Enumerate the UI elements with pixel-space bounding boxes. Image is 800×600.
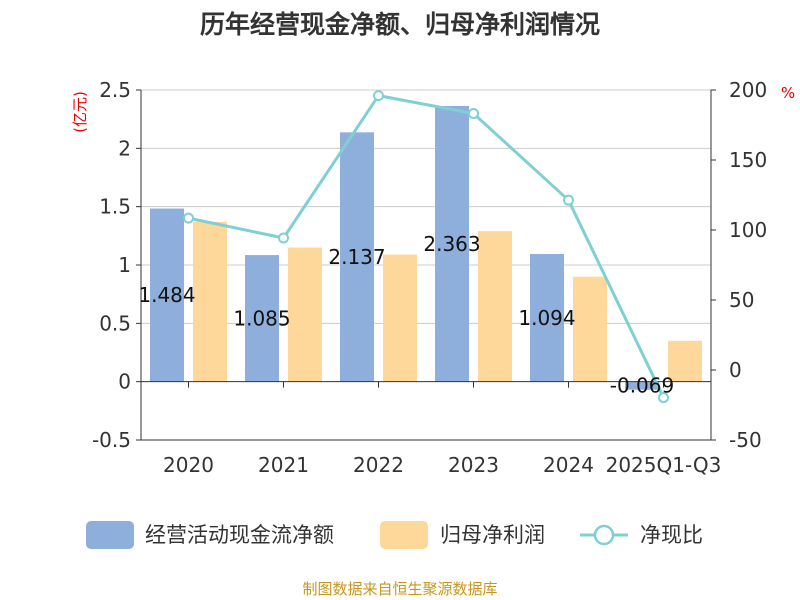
ratio-point [373, 90, 384, 102]
left-axis-tick-label: 1.5 [99, 195, 131, 219]
left-axis-tick-label: -0.5 [92, 428, 131, 452]
source-note: 制图数据来自恒生聚源数据库 [302, 580, 497, 598]
left-axis-tick-label: 1 [118, 253, 131, 277]
right-axis-unit: % [781, 84, 795, 102]
left-axis-tick-label: 0.5 [99, 311, 131, 335]
right-axis-tick-label: 100 [729, 218, 767, 242]
x-axis-tick-label: 2025Q1-Q3 [606, 453, 722, 477]
left-axis-tick-label: 2 [118, 136, 131, 160]
ratio-point [183, 212, 194, 224]
legend-label-ratio: 净现比 [640, 523, 703, 547]
left-axis-tick-label: 2.5 [99, 78, 131, 102]
cashflow-data-label: 1.094 [518, 306, 575, 330]
legend-label-cashflow: 经营活动现金流净额 [145, 523, 334, 547]
right-axis-tick-label: 200 [729, 78, 767, 102]
cashflow-data-label: 1.085 [233, 306, 290, 330]
ratio-point [658, 392, 669, 404]
right-axis-tick-label: 50 [729, 288, 754, 312]
gridlines [141, 89, 711, 324]
ratio-line-path [188, 94, 665, 399]
cashflow-bar [625, 381, 659, 390]
left-axis-tick-label: 0 [118, 370, 131, 394]
x-axis-tick-label: 2023 [448, 453, 499, 477]
right-axis-tick-label: -50 [729, 428, 762, 452]
profit-bar [193, 221, 227, 382]
cashflow-bar [530, 254, 564, 382]
x-axis-tick-label: 2024 [543, 453, 594, 477]
profit-bar [573, 276, 607, 382]
cashflow-bar [435, 105, 469, 382]
legend-swatch-ratio-marker [593, 524, 615, 546]
profit-bar [288, 247, 322, 382]
bars [150, 105, 702, 390]
left-axis-unit: (亿元) [71, 91, 89, 133]
legend-swatch-profit [380, 521, 428, 549]
axes: 2.5 2 1.5 1 0.5 0 -0.5 200 150 100 50 0 -50 2020 2021 2… [92, 78, 767, 477]
ratio-point [468, 108, 479, 120]
profit-bar [383, 254, 417, 382]
legend-swatch-cashflow [86, 521, 134, 549]
cashflow-data-label: 2.363 [423, 232, 480, 256]
right-axis-tick-label: 0 [729, 358, 742, 382]
data-labels: 1.484 1.085 2.137 2.363 1.094 -0.069 [138, 232, 674, 398]
chart-title: 历年经营现金净额、归母净利润情况 [200, 10, 600, 39]
cashflow-data-label: -0.069 [610, 374, 674, 398]
cashflow-bar [340, 132, 374, 382]
profit-bar [478, 231, 512, 382]
cashflow-data-label: 2.137 [328, 245, 385, 269]
cashflow-bar [245, 255, 279, 382]
right-axis-tick-label: 150 [729, 148, 767, 172]
ratio-point [563, 194, 574, 206]
legend-label-profit: 归母净利润 [440, 523, 545, 547]
legend: 经营活动现金流净额 归母净利润 净现比 [86, 521, 703, 549]
cashflow-data-label: 1.484 [138, 283, 195, 307]
x-axis-tick-label: 2022 [353, 453, 404, 477]
x-axis-tick-label: 2021 [258, 453, 309, 477]
cashflow-bar [150, 208, 184, 382]
profit-bar [668, 340, 702, 382]
ratio-line [183, 90, 669, 404]
x-axis-tick-label: 2020 [163, 453, 214, 477]
ratio-point [278, 232, 289, 244]
